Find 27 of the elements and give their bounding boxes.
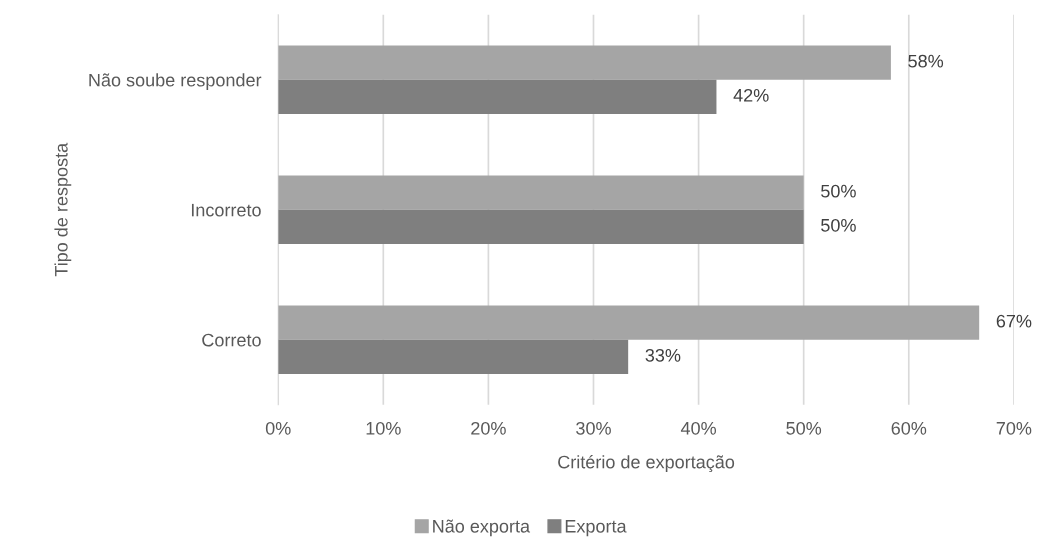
bar xyxy=(278,175,804,210)
bar xyxy=(278,209,804,244)
data-label: 42% xyxy=(733,88,769,102)
bar xyxy=(278,305,980,340)
legend-label: Exporta xyxy=(565,520,627,537)
data-label: 50% xyxy=(821,184,856,198)
legend-label: Não exporta xyxy=(433,519,531,537)
x-tick-label: 60% xyxy=(891,421,927,435)
x-tick-label: 70% xyxy=(996,421,1032,435)
x-tick-label: 20% xyxy=(471,421,506,435)
x-tick-label: 0% xyxy=(265,421,291,435)
x-tick-label: 30% xyxy=(576,421,611,435)
data-label: 67% xyxy=(996,314,1032,328)
x-axis-title: Critério de exportação xyxy=(558,454,735,473)
x-tick-label: 10% xyxy=(366,421,401,435)
y-tick-label: Não soube responder xyxy=(89,73,262,91)
bar xyxy=(278,339,629,374)
data-label: 33% xyxy=(645,348,681,362)
data-label: 58% xyxy=(908,54,944,68)
y-axis-title: Tipo de resposta xyxy=(54,142,72,277)
y-tick-label: Incorreto xyxy=(191,203,261,217)
y-tick-label: Correto xyxy=(202,333,261,347)
data-label: 50% xyxy=(821,218,856,232)
x-tick-label: 40% xyxy=(680,421,717,435)
bar xyxy=(278,45,891,80)
bar xyxy=(278,79,717,114)
x-tick-label: 50% xyxy=(786,421,822,435)
